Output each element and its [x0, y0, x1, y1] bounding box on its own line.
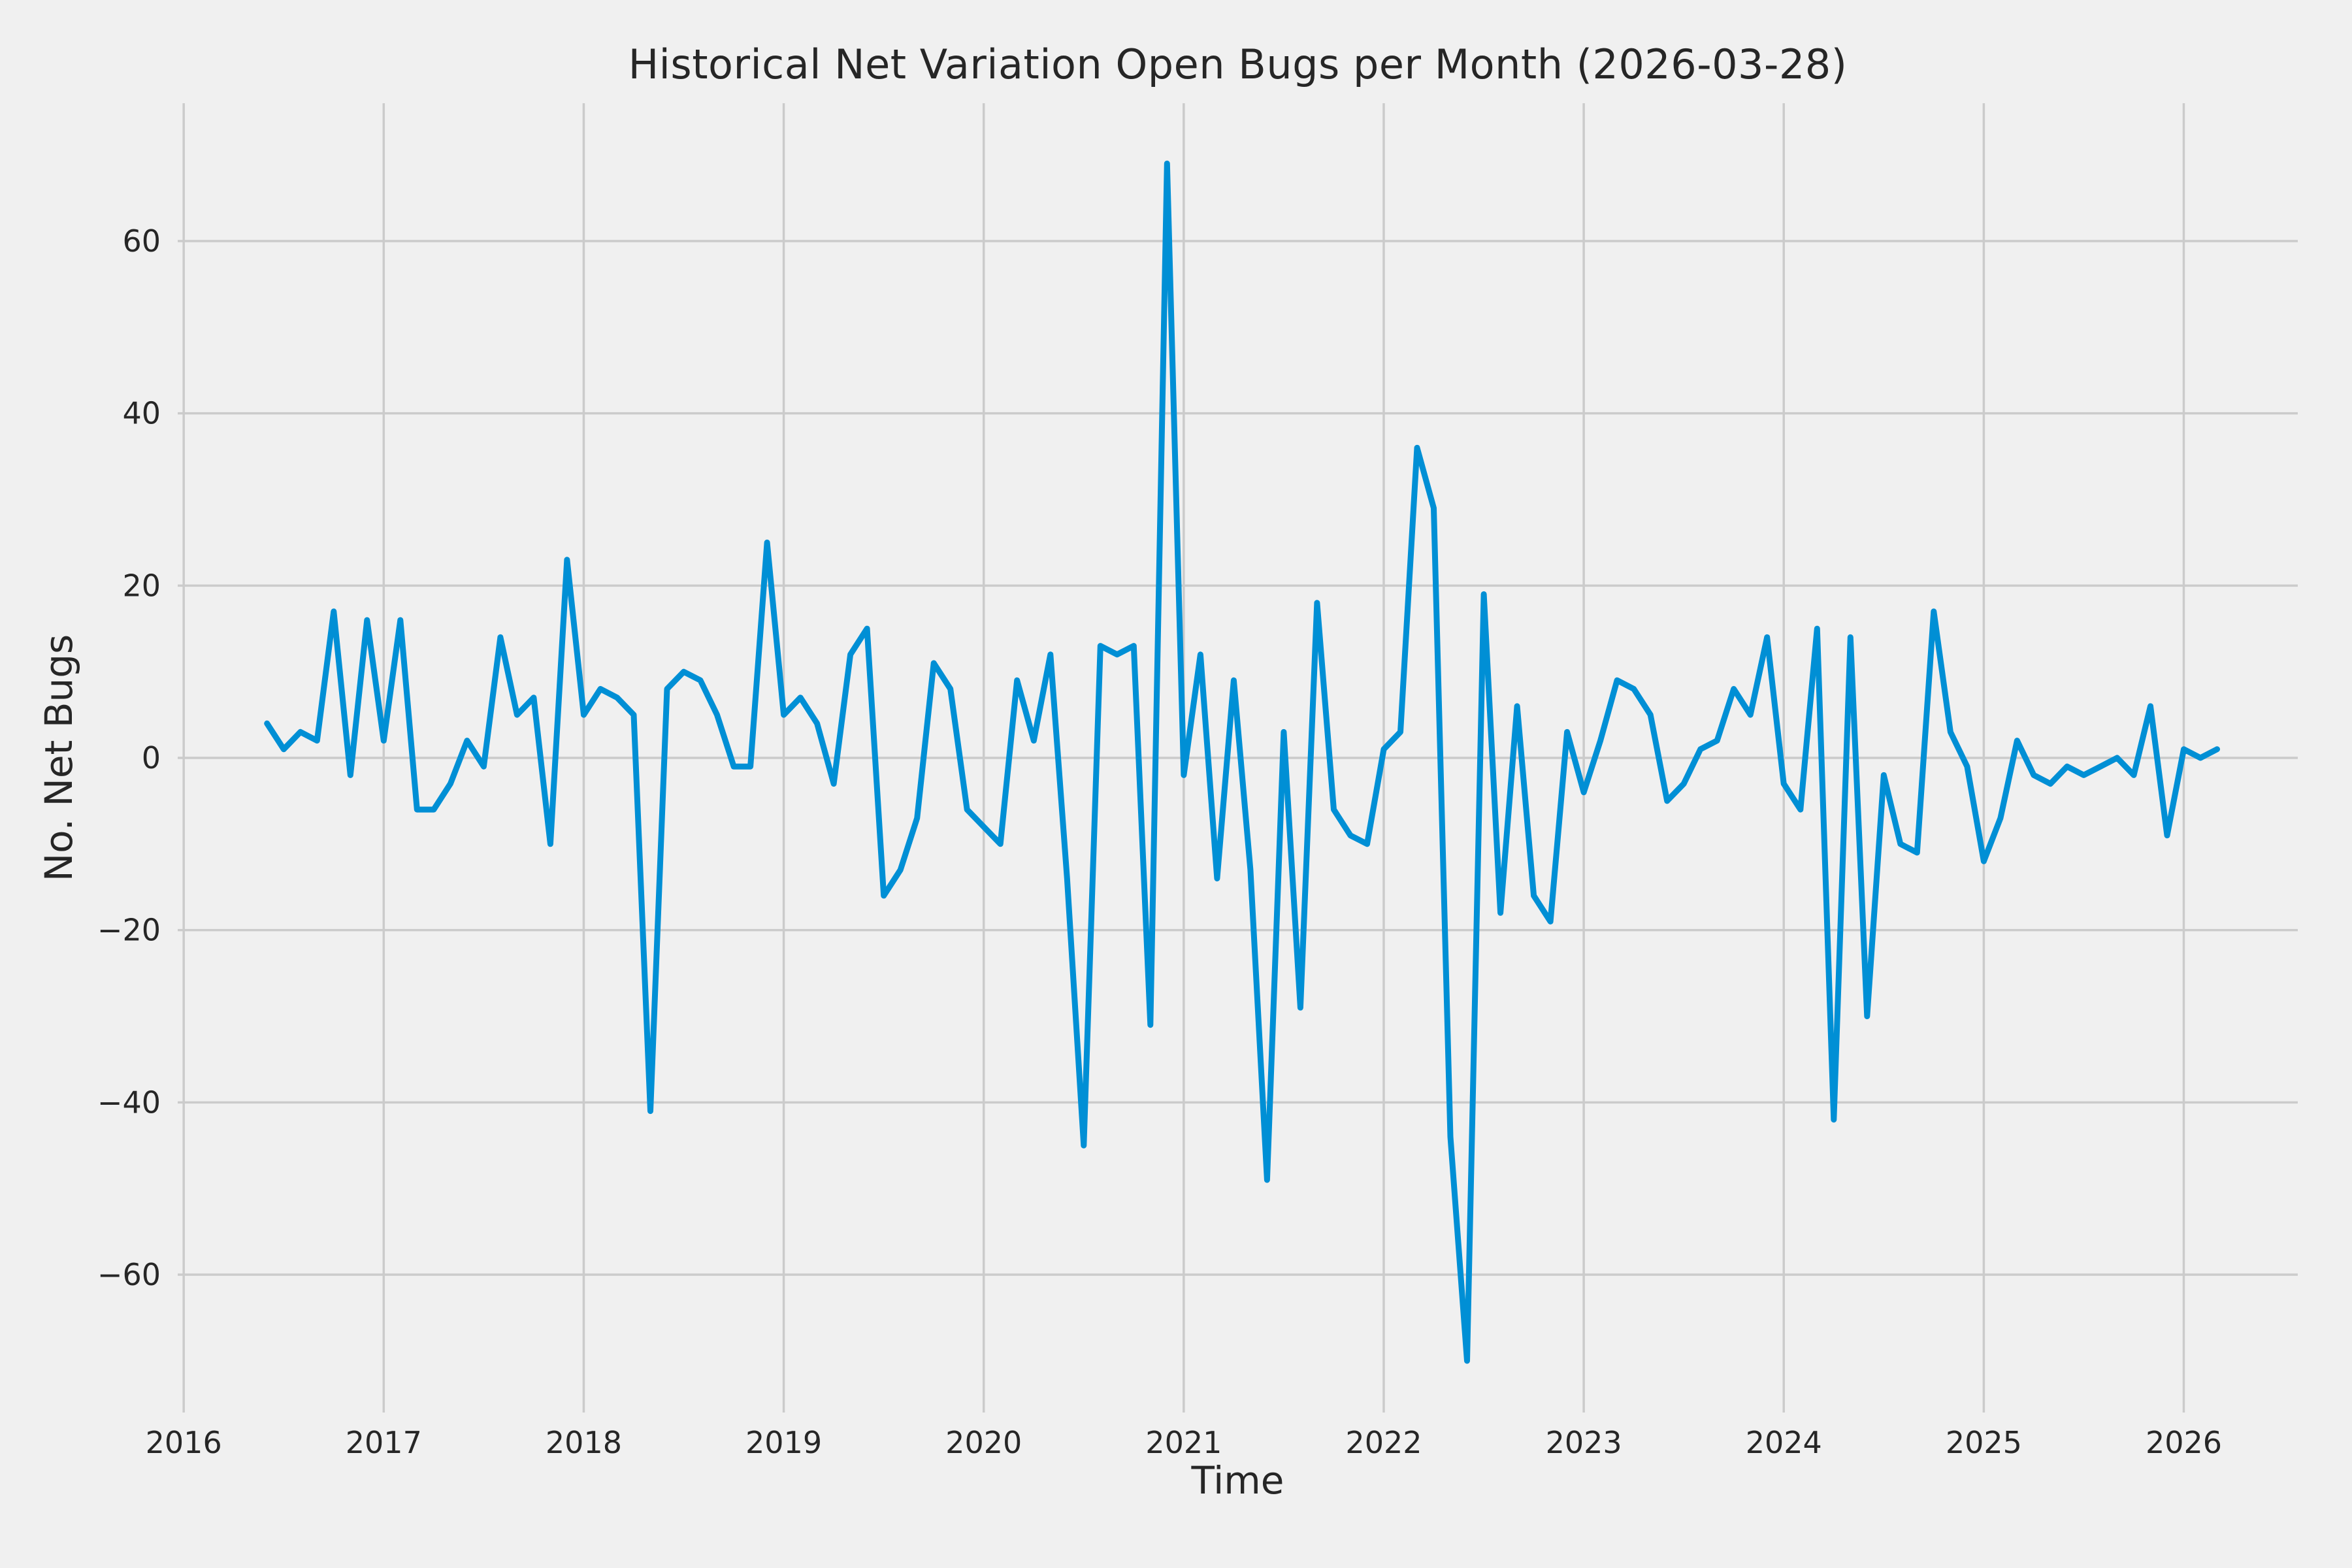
x-tick-label: 2024: [1746, 1425, 1822, 1460]
y-tick-label: 40: [122, 396, 161, 431]
x-tick-label: 2018: [546, 1425, 622, 1460]
y-tick-label: −40: [97, 1085, 161, 1120]
x-tick-label: 2017: [346, 1425, 422, 1460]
x-tick-label: 2020: [945, 1425, 1022, 1460]
x-axis-label: Time: [1191, 1458, 1284, 1503]
y-tick-label: −60: [97, 1257, 161, 1292]
y-tick-label: 0: [142, 740, 161, 776]
x-tick-label: 2022: [1345, 1425, 1422, 1460]
y-tick-label: −20: [97, 913, 161, 948]
x-tick-label: 2023: [1546, 1425, 1622, 1460]
x-tick-label: 2026: [2146, 1425, 2222, 1460]
y-tick-label: 60: [122, 223, 161, 259]
x-tick-label: 2019: [745, 1425, 822, 1460]
chart-title: Historical Net Variation Open Bugs per M…: [628, 41, 1848, 88]
x-tick-label: 2016: [146, 1425, 222, 1460]
net-bugs-line-series: [264, 160, 2220, 1364]
y-tick-label: 20: [122, 568, 161, 603]
x-tick-label: 2025: [1946, 1425, 2022, 1460]
x-tick-label: 2021: [1145, 1425, 1222, 1460]
